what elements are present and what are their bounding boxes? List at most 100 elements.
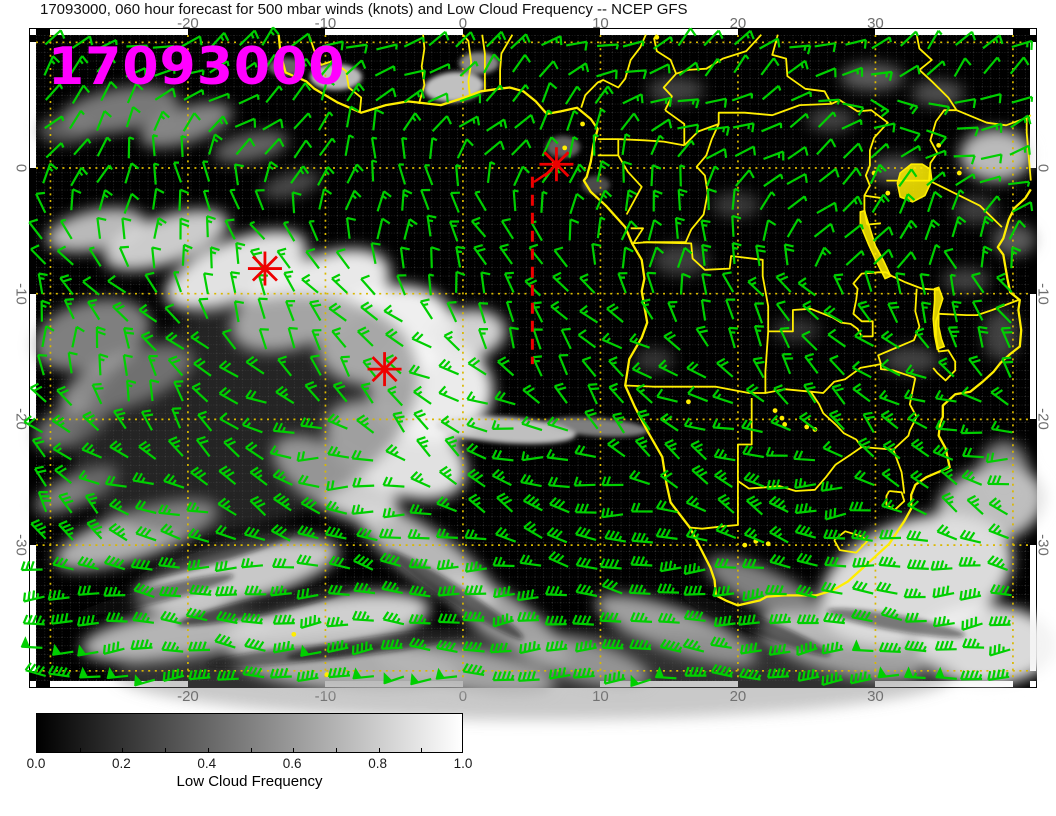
border-stripe-segment	[50, 681, 188, 687]
axis-tick-left: -10	[12, 282, 30, 305]
axis-tick-top: 30	[867, 15, 884, 32]
colorbar-tick	[378, 748, 380, 752]
africa-coastline	[277, 34, 1032, 607]
axis-tick-top: 0	[458, 15, 468, 32]
country-border	[662, 34, 762, 111]
country-border	[580, 34, 647, 108]
border-stripe-segment	[30, 293, 36, 420]
island-dot	[580, 121, 585, 127]
border-stripe-segment	[1030, 167, 1036, 294]
island-dot	[782, 422, 788, 427]
country-border	[1025, 117, 1032, 181]
colorbar-tick-label: 0.4	[197, 756, 217, 771]
country-border	[462, 34, 473, 96]
border-stripe-segment	[187, 29, 326, 35]
country-border	[771, 34, 833, 105]
axis-tick-top: -10	[314, 15, 337, 32]
border-stripe-segment	[600, 29, 738, 35]
country-border	[810, 391, 863, 448]
colorbar-tick-label: 0.2	[112, 756, 131, 771]
colorbar-tick	[122, 748, 124, 752]
datestamp-label: 17093000	[48, 37, 346, 97]
colorbar-tick-label: 1.0	[453, 756, 473, 771]
country-border	[833, 530, 869, 554]
country-border	[625, 384, 766, 394]
border-stripe-segment	[1030, 42, 1036, 168]
axis-tick-top: -20	[177, 15, 199, 32]
country-border	[683, 99, 889, 225]
map-border-stripe-left	[30, 35, 36, 681]
colorbar-tick-label: 0.0	[26, 756, 46, 771]
border-stripe-segment	[36, 29, 51, 35]
country-border	[630, 227, 644, 244]
country-border	[499, 34, 514, 88]
colorbar-tick	[250, 748, 252, 752]
border-stripe-segment	[462, 29, 601, 35]
colorbar-tick	[207, 748, 209, 752]
axis-tick-top: 10	[592, 15, 609, 32]
colorbar-tick	[79, 748, 81, 752]
border-stripe-segment	[1030, 293, 1036, 420]
axis-tick-left: 0	[12, 163, 30, 173]
island-dot	[772, 408, 778, 413]
country-border	[928, 109, 957, 181]
island-dot	[686, 399, 691, 405]
colorbar-tick	[293, 748, 295, 752]
island-dot	[936, 142, 942, 148]
colorbar-tick	[335, 748, 337, 752]
country-border	[737, 446, 894, 492]
border-stripe-segment	[1030, 35, 1036, 43]
country-border	[664, 109, 686, 146]
lake-outline	[932, 286, 946, 351]
border-stripe-segment	[36, 681, 51, 687]
island-dot	[324, 672, 330, 677]
country-border	[864, 194, 883, 200]
border-stripe-segment	[30, 42, 36, 168]
island-dot	[765, 541, 771, 547]
island-dot	[291, 631, 297, 637]
colorbar-tick	[421, 748, 423, 752]
border-stripe-segment	[30, 670, 36, 681]
axis-tick-right: -30	[1034, 534, 1052, 556]
border-stripe-segment	[50, 29, 188, 35]
country-border	[481, 34, 486, 91]
map-border-stripe-right	[1030, 35, 1036, 681]
border-stripe-segment	[325, 29, 463, 35]
map-plot	[20, 26, 1056, 720]
axis-tick-right: 0	[1034, 163, 1052, 173]
chart-title: 17093000, 060 hour forecast for 500 mbar…	[40, 1, 688, 18]
island-dot	[885, 190, 891, 196]
country-border	[597, 138, 685, 147]
country-border	[892, 377, 918, 451]
island-dot	[742, 542, 748, 548]
map-canvas: 17093000	[20, 26, 1056, 720]
axis-tick-top: 20	[729, 15, 747, 32]
country-border	[597, 139, 620, 157]
border-stripe-segment	[30, 419, 36, 546]
island-dot	[654, 34, 660, 40]
border-stripe-segment	[1012, 681, 1030, 687]
station-marker-asterisk	[247, 251, 282, 286]
map-border-stripe-top	[36, 29, 1030, 35]
colorbar-gradient	[36, 713, 463, 753]
axis-tick-right: -20	[1034, 408, 1052, 431]
red-overlay-layer	[247, 147, 574, 387]
border-stripe-segment	[30, 167, 36, 294]
country-border	[892, 449, 906, 494]
border-stripe-segment	[1030, 545, 1036, 671]
border-stripe-segment	[737, 29, 876, 35]
colorbar-tick-label: 0.8	[368, 756, 387, 771]
border-stripe-segment	[30, 545, 36, 671]
border-stripe-segment	[1030, 670, 1036, 681]
wind-barbs-layer	[20, 26, 1034, 688]
border-stripe-segment	[875, 29, 1013, 35]
border-stripe-segment	[30, 35, 36, 43]
island-dot	[956, 170, 962, 176]
country-border	[689, 398, 753, 530]
station-marker-asterisk	[539, 147, 574, 182]
border-stripe-segment	[1012, 29, 1030, 35]
axis-tick-left: -30	[12, 534, 30, 556]
island-dot	[779, 415, 785, 421]
axis-tick-right: -10	[1034, 282, 1052, 305]
